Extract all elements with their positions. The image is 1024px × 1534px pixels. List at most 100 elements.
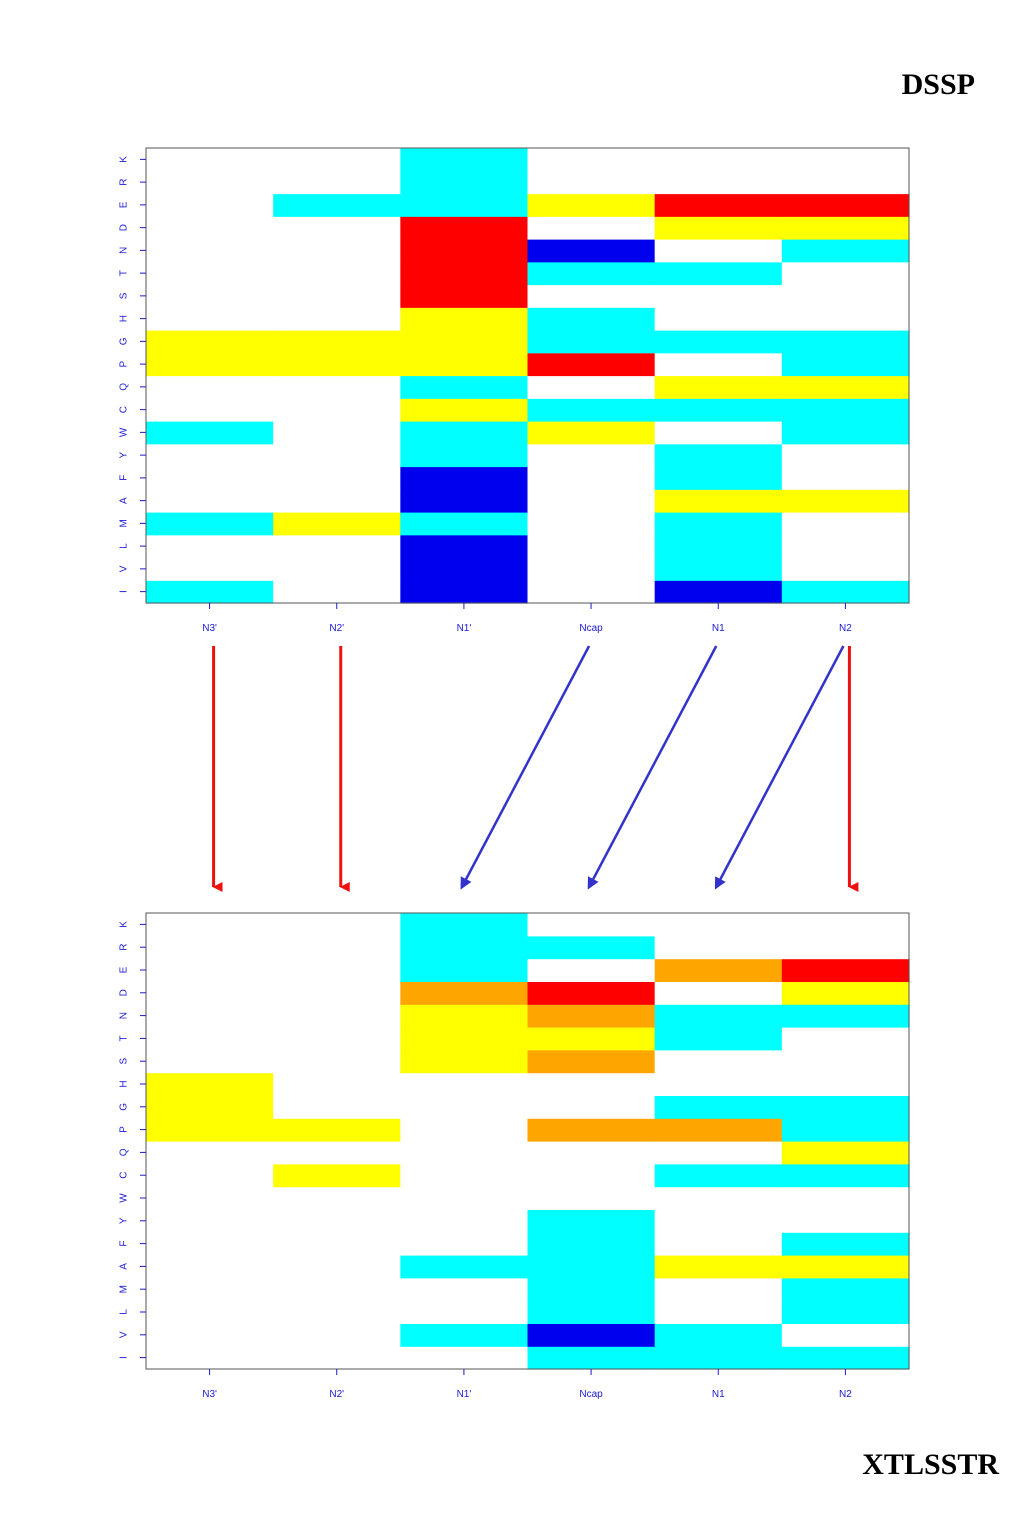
heatmap-cell [146, 534, 274, 559]
heatmap-cell [273, 534, 401, 559]
heatmap-cell [273, 512, 401, 536]
heatmap-cell [400, 489, 529, 513]
heatmap-cell [273, 398, 401, 422]
heatmap-cell [781, 170, 910, 195]
heatmap-cell [654, 935, 783, 960]
x-tick-label: N1 [712, 623, 725, 634]
heatmap-cell [400, 352, 529, 377]
y-tick-label: S [119, 292, 130, 299]
heatmap-cell [400, 375, 529, 399]
heatmap-cell [146, 216, 274, 240]
x-tick-label: N1' [457, 623, 472, 634]
heatmap-cell [527, 580, 656, 604]
heatmap-cell [146, 1232, 274, 1256]
heatmap-cell [527, 981, 656, 1005]
y-tick-label: L [119, 1309, 130, 1315]
heatmap-cell [654, 239, 783, 263]
heatmap-cell [400, 1049, 529, 1074]
heatmap-cell [527, 352, 656, 377]
heatmap-cell [273, 1004, 401, 1028]
heatmap-cell [146, 1300, 274, 1324]
heatmap-cell [654, 580, 783, 604]
heatmap-cell [146, 580, 274, 604]
heatmap-cell [273, 1186, 401, 1210]
heatmap-cell [527, 1232, 656, 1256]
heatmap-cell [400, 239, 529, 263]
heatmap-cell [781, 307, 910, 331]
heatmap-cell [527, 170, 656, 195]
heatmap-cell [146, 913, 274, 937]
heatmap-cell [146, 1049, 274, 1074]
heatmap-cell [400, 398, 529, 422]
heatmap-cell [527, 913, 656, 937]
blue-arrow [460, 645, 591, 890]
heatmap-cell [400, 193, 529, 217]
y-tick-label: K [119, 156, 130, 163]
heatmap-cell [654, 1277, 783, 1302]
heatmap-cell [400, 170, 529, 195]
heatmap-cell [400, 261, 529, 286]
y-tick-label: I [119, 590, 130, 593]
heatmap-cell [400, 216, 529, 240]
heatmap-cell [527, 398, 656, 422]
heatmap-cell [146, 1323, 274, 1347]
heatmap-cell [400, 1072, 529, 1096]
heatmap-cell [527, 935, 656, 960]
heatmap-cell [400, 421, 529, 445]
y-tick-label: I [119, 1356, 130, 1359]
heatmap-cell [400, 913, 529, 937]
y-tick-label: W [119, 427, 130, 437]
heatmap-cell [146, 1346, 274, 1370]
heatmap-cell [146, 193, 274, 217]
heatmap-cell [781, 1232, 910, 1256]
heatmap-cell [654, 421, 783, 445]
heatmap-cell [273, 1277, 401, 1302]
heatmap-cell [273, 1323, 401, 1347]
heatmap-cell [400, 1323, 529, 1347]
heatmap-cell [273, 1095, 401, 1119]
heatmap-cell [654, 534, 783, 559]
heatmap-cell [273, 421, 401, 445]
heatmap-cell [654, 284, 783, 308]
heatmap-cell [527, 421, 656, 445]
heatmap-cell [781, 1323, 910, 1347]
y-tick-label: A [119, 1263, 130, 1270]
heatmap-cell [781, 148, 910, 172]
heatmap-cell [273, 1118, 401, 1142]
y-tick-label: N [119, 247, 130, 254]
heatmap-cell [654, 261, 783, 286]
heatmap-cell [527, 216, 656, 240]
y-tick-label: S [119, 1058, 130, 1065]
heatmap-cell [654, 1095, 783, 1119]
heatmap-cell [146, 352, 274, 377]
heatmap-cell [654, 1141, 783, 1165]
heatmap-cell [273, 1141, 401, 1165]
heatmap-cell [654, 466, 783, 490]
y-tick-label: Q [119, 1148, 130, 1156]
heatmap-cell [400, 981, 529, 1005]
heatmap-cell [781, 580, 910, 604]
heatmap-cell [527, 1186, 656, 1210]
heatmap-cell [654, 1118, 783, 1142]
heatmap-cell [654, 193, 783, 217]
heatmap-cell [527, 1163, 656, 1188]
y-tick-label: Q [119, 383, 130, 391]
heatmap-cell [654, 216, 783, 240]
heatmap-cell [781, 466, 910, 490]
heatmap-cell [146, 443, 274, 468]
heatmap-cell [781, 1300, 910, 1324]
heatmap-cell [400, 443, 529, 468]
y-tick-label: L [119, 543, 130, 549]
heatmap-cell [781, 534, 910, 559]
heatmap-cell [527, 557, 656, 581]
heatmap-cell [781, 1209, 910, 1233]
heatmap-cell [654, 512, 783, 536]
y-tick-label: A [119, 497, 130, 504]
heatmap-cell [654, 443, 783, 468]
heatmap-cell [781, 443, 910, 468]
heatmap-cell [654, 1186, 783, 1210]
heatmap-cell [273, 284, 401, 308]
y-tick-label: P [119, 360, 130, 367]
heatmap-cell [273, 239, 401, 263]
heatmap-cell [527, 1095, 656, 1119]
